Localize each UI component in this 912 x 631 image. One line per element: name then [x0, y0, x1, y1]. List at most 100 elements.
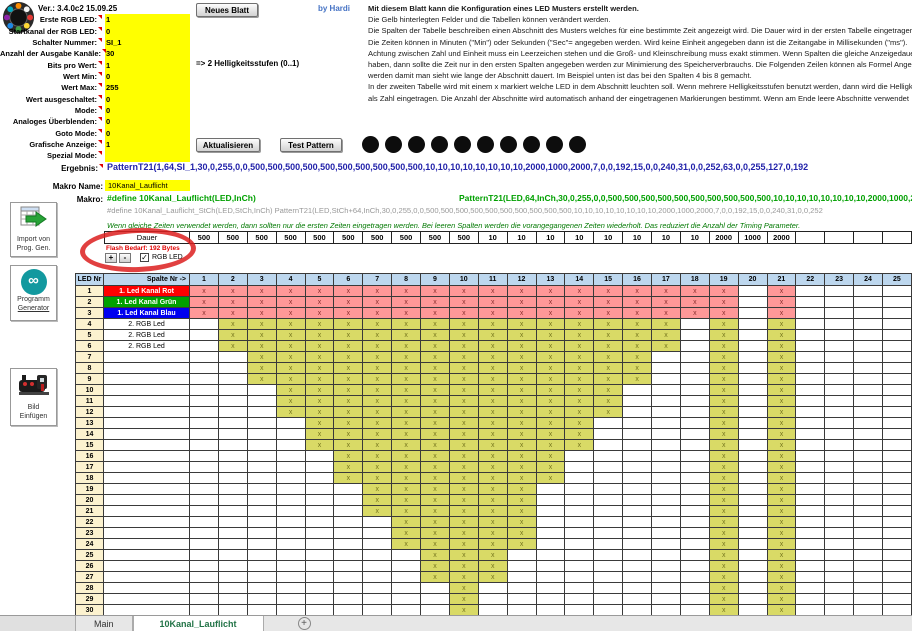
pattern-cell[interactable]: x: [478, 506, 508, 517]
pattern-cell[interactable]: [536, 484, 566, 495]
pattern-cell[interactable]: x: [363, 506, 393, 517]
pattern-cell[interactable]: [594, 594, 624, 605]
pattern-cell[interactable]: [247, 451, 277, 462]
pattern-cell[interactable]: [190, 583, 219, 594]
pattern-cell[interactable]: x: [305, 374, 335, 385]
pattern-cell[interactable]: x: [421, 341, 450, 352]
pattern-cell[interactable]: [680, 429, 710, 440]
pattern-cell[interactable]: x: [709, 583, 739, 594]
pattern-cell[interactable]: [247, 561, 277, 572]
pattern-cell[interactable]: x: [507, 440, 537, 451]
pattern-cell[interactable]: x: [363, 385, 393, 396]
pattern-cell[interactable]: x: [623, 308, 652, 319]
pattern-cell[interactable]: [623, 572, 652, 583]
pattern-cell[interactable]: [854, 341, 883, 352]
pattern-cell[interactable]: [883, 473, 912, 484]
pattern-cell[interactable]: [738, 484, 768, 495]
pattern-cell[interactable]: x: [305, 308, 335, 319]
pattern-cell[interactable]: x: [449, 484, 479, 495]
pattern-cell[interactable]: x: [421, 352, 450, 363]
pattern-cell[interactable]: x: [392, 330, 421, 341]
pattern-cell[interactable]: x: [478, 561, 508, 572]
pattern-cell[interactable]: x: [334, 418, 364, 429]
pattern-cell[interactable]: [738, 495, 768, 506]
pattern-cell[interactable]: x: [709, 341, 739, 352]
pattern-cell[interactable]: x: [709, 418, 739, 429]
pattern-cell[interactable]: [854, 451, 883, 462]
pattern-cell[interactable]: x: [305, 319, 335, 330]
pattern-cell[interactable]: x: [565, 429, 595, 440]
led-label-cell[interactable]: [104, 407, 190, 418]
pattern-cell[interactable]: [854, 561, 883, 572]
led-label-cell[interactable]: 2. RGB Led: [104, 341, 190, 352]
pattern-cell[interactable]: [680, 374, 710, 385]
bild-einfuegen-button[interactable]: Bild Einfügen: [10, 368, 57, 426]
pattern-cell[interactable]: x: [565, 330, 595, 341]
pattern-cell[interactable]: x: [247, 286, 277, 297]
pattern-cell[interactable]: x: [507, 374, 537, 385]
pattern-cell[interactable]: [652, 363, 681, 374]
pattern-cell[interactable]: x: [767, 374, 797, 385]
test-pattern-button[interactable]: Test Pattern: [280, 138, 342, 152]
pattern-cell[interactable]: [305, 561, 335, 572]
pattern-cell[interactable]: x: [190, 308, 219, 319]
pattern-cell[interactable]: [825, 374, 855, 385]
pattern-cell[interactable]: [623, 495, 652, 506]
duration-cell[interactable]: 10: [680, 231, 710, 244]
pattern-cell[interactable]: x: [565, 396, 595, 407]
pattern-cell[interactable]: x: [421, 506, 450, 517]
pattern-cell[interactable]: x: [449, 297, 479, 308]
pattern-cell[interactable]: [247, 517, 277, 528]
pattern-cell[interactable]: [276, 517, 306, 528]
pattern-cell[interactable]: x: [565, 385, 595, 396]
pattern-cell[interactable]: x: [421, 319, 450, 330]
pattern-cell[interactable]: [190, 407, 219, 418]
pattern-cell[interactable]: [363, 550, 393, 561]
pattern-cell[interactable]: x: [334, 374, 364, 385]
pattern-cell[interactable]: x: [623, 319, 652, 330]
pattern-cell[interactable]: [796, 583, 826, 594]
pattern-cell[interactable]: [305, 539, 335, 550]
pattern-cell[interactable]: x: [247, 352, 277, 363]
pattern-cell[interactable]: [652, 473, 681, 484]
pattern-cell[interactable]: [565, 473, 595, 484]
pattern-cell[interactable]: [680, 330, 710, 341]
pattern-cell[interactable]: [883, 528, 912, 539]
duration-cell[interactable]: 500: [218, 231, 248, 244]
pattern-cell[interactable]: [796, 396, 826, 407]
pattern-cell[interactable]: [247, 550, 277, 561]
pattern-cell[interactable]: [796, 407, 826, 418]
pattern-cell[interactable]: x: [478, 440, 508, 451]
pattern-cell[interactable]: x: [680, 297, 710, 308]
pattern-cell[interactable]: [623, 583, 652, 594]
pattern-cell[interactable]: [652, 539, 681, 550]
pattern-cell[interactable]: [594, 561, 624, 572]
led-label-cell[interactable]: [104, 561, 190, 572]
pattern-cell[interactable]: [652, 462, 681, 473]
pattern-cell[interactable]: [594, 440, 624, 451]
pattern-cell[interactable]: x: [449, 374, 479, 385]
pattern-cell[interactable]: x: [363, 396, 393, 407]
checkbox-checked-icon[interactable]: ✓: [140, 253, 149, 262]
pattern-cell[interactable]: [738, 451, 768, 462]
pattern-cell[interactable]: x: [507, 407, 537, 418]
pattern-cell[interactable]: [680, 341, 710, 352]
pattern-cell[interactable]: x: [594, 330, 624, 341]
pattern-cell[interactable]: [623, 451, 652, 462]
pattern-cell[interactable]: x: [709, 484, 739, 495]
pattern-cell[interactable]: [565, 594, 595, 605]
pattern-cell[interactable]: x: [334, 330, 364, 341]
pattern-cell[interactable]: x: [218, 319, 248, 330]
pattern-cell[interactable]: x: [421, 396, 450, 407]
pattern-cell[interactable]: x: [478, 528, 508, 539]
pattern-cell[interactable]: [796, 385, 826, 396]
duration-cell[interactable]: 10: [594, 231, 624, 244]
pattern-cell[interactable]: [218, 506, 248, 517]
led-label-cell[interactable]: [104, 594, 190, 605]
pattern-cell[interactable]: x: [421, 462, 450, 473]
pattern-cell[interactable]: [738, 594, 768, 605]
pattern-cell[interactable]: x: [507, 506, 537, 517]
add-column-button[interactable]: +: [105, 253, 117, 263]
programm-generator-button[interactable]: ∞ Programm Generator: [10, 265, 57, 321]
pattern-cell[interactable]: x: [709, 561, 739, 572]
